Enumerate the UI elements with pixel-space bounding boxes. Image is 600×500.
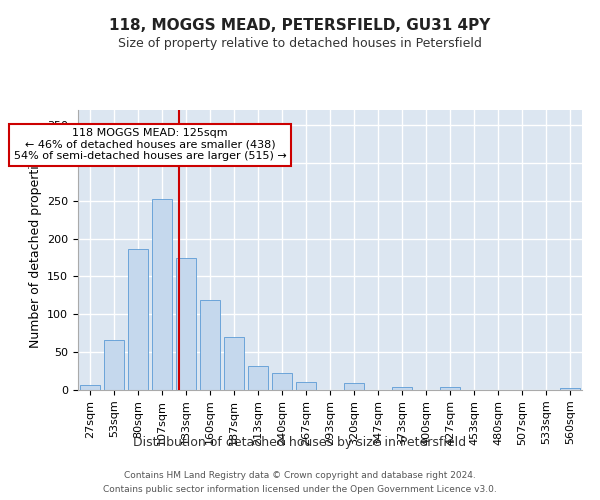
Bar (104, 340, 124, 390)
Bar (224, 337, 244, 390)
Bar (176, 258, 196, 390)
Text: 118, MOGGS MEAD, PETERSFIELD, GU31 4PY: 118, MOGGS MEAD, PETERSFIELD, GU31 4PY (109, 18, 491, 32)
Bar (344, 383, 364, 390)
Text: 118 MOGGS MEAD: 125sqm
← 46% of detached houses are smaller (438)
54% of semi-de: 118 MOGGS MEAD: 125sqm ← 46% of detached… (14, 128, 286, 162)
Bar (128, 249, 148, 390)
Text: Contains public sector information licensed under the Open Government Licence v3: Contains public sector information licen… (103, 484, 497, 494)
Text: Distribution of detached houses by size in Petersfield: Distribution of detached houses by size … (133, 436, 467, 449)
Bar (296, 382, 316, 390)
Y-axis label: Number of detached properties: Number of detached properties (29, 152, 41, 348)
Bar (440, 387, 460, 390)
Bar (200, 300, 220, 390)
Bar (272, 372, 292, 390)
Bar (392, 387, 412, 390)
Bar (80, 384, 100, 390)
Text: Contains HM Land Registry data © Crown copyright and database right 2024.: Contains HM Land Registry data © Crown c… (124, 472, 476, 480)
Bar (248, 366, 268, 390)
Text: Size of property relative to detached houses in Petersfield: Size of property relative to detached ho… (118, 38, 482, 51)
Bar (152, 198, 172, 390)
Bar (560, 388, 580, 390)
